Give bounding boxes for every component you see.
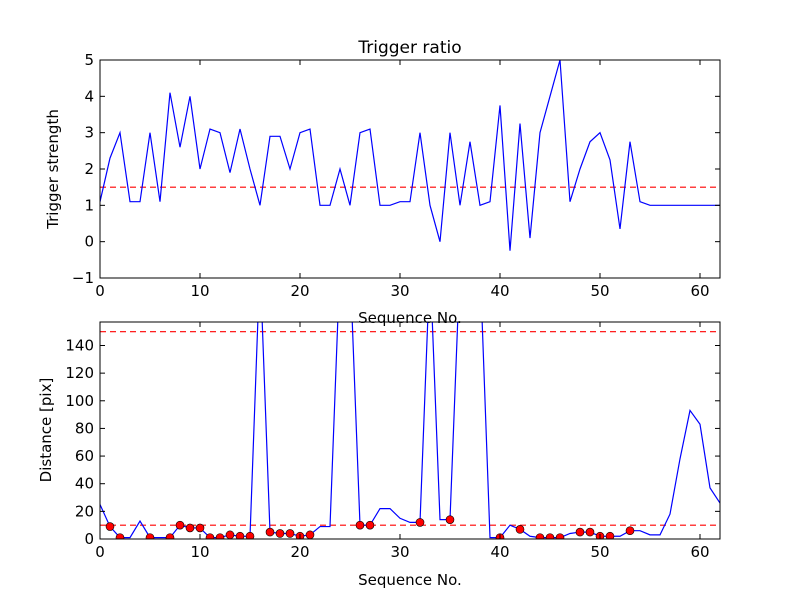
- bottom-marker-14: [285, 529, 295, 538]
- bottom-y-tick-label: 100: [65, 392, 94, 410]
- bottom-marker-18: [365, 520, 375, 530]
- top-y-tick-label: 5: [84, 51, 94, 69]
- top-y-tick-label: −1: [72, 269, 94, 287]
- top-y-tick-label: 1: [84, 196, 94, 214]
- bottom-marker-13: [275, 529, 285, 538]
- bottom-axis-ticks: 0 10 20 30 40 50 60 0 20 40 60 80 100 120 140: [65, 322, 720, 561]
- bottom-marker-20: [445, 515, 455, 524]
- top-series-layer: [100, 60, 720, 251]
- top-x-tick-label: 0: [95, 282, 105, 300]
- bottom-marker-9: [225, 530, 235, 539]
- top-x-tick-label: 30: [390, 282, 409, 300]
- top-series-line: [100, 60, 720, 251]
- bottom-y-tick-label: 120: [65, 364, 94, 382]
- top-x-tick-label: 40: [490, 282, 509, 300]
- bottom-marker-30: [625, 526, 635, 536]
- bottom-marker-4: [175, 520, 185, 530]
- bottom-x-tick-label: 50: [590, 543, 609, 561]
- top-y-axis-label: Trigger strength: [44, 109, 62, 230]
- bottom-marker-22: [515, 525, 525, 534]
- bottom-marker-29: [605, 531, 615, 539]
- bottom-marker-6: [195, 523, 205, 533]
- bottom-marker-19: [415, 518, 425, 527]
- bottom-marker-26: [575, 527, 585, 537]
- top-x-tick-label: 50: [590, 282, 609, 300]
- bottom-y-tick-label: 20: [75, 502, 94, 520]
- bottom-y-axis-label: Distance [pix]: [37, 378, 55, 483]
- top-x-tick-label: 10: [190, 282, 209, 300]
- top-chart-title: Trigger ratio: [357, 38, 461, 58]
- bottom-series-line: [100, 322, 720, 539]
- bottom-x-tick-label: 40: [490, 543, 509, 561]
- bottom-y-tick-label: 80: [75, 419, 94, 437]
- bottom-marker-7: [205, 533, 215, 539]
- bottom-marker-24: [545, 533, 555, 539]
- bottom-y-tick-label: 140: [65, 336, 94, 354]
- bottom-marker-23: [535, 533, 545, 539]
- bottom-x-tick-label: 60: [690, 543, 709, 561]
- top-x-axis-label: Sequence No.: [358, 309, 462, 327]
- bottom-y-tick-label: 60: [75, 447, 94, 465]
- bottom-marker-17: [355, 520, 365, 530]
- bottom-x-tick-label: 10: [190, 543, 209, 561]
- bottom-y-tick-label: 40: [75, 475, 94, 493]
- bottom-y-tick-label: 0: [84, 530, 94, 548]
- bottom-x-tick-label: 20: [290, 543, 309, 561]
- bottom-marker-11: [245, 531, 255, 539]
- bottom-marker-2: [145, 533, 155, 539]
- bottom-marker-16: [305, 530, 315, 539]
- top-x-tick-label: 60: [690, 282, 709, 300]
- bottom-marker-10: [235, 531, 245, 539]
- top-y-tick-label: 3: [84, 124, 94, 142]
- bottom-plot-frame: [99, 321, 721, 540]
- top-y-tick-label: 0: [84, 233, 94, 251]
- bottom-marker-12: [265, 527, 275, 537]
- top-y-tick-label: 4: [84, 87, 94, 105]
- bottom-marker-8: [215, 533, 225, 539]
- bottom-x-axis-label: Sequence No.: [358, 571, 462, 589]
- distance-chart: 0 10 20 30 40 50 60 0 20 40 60 80 100 120 140 Sequence…: [37, 321, 721, 589]
- bottom-marker-1: [115, 533, 125, 539]
- bottom-x-tick-label: 0: [95, 543, 105, 561]
- bottom-x-tick-label: 30: [390, 543, 409, 561]
- bottom-marker-25: [555, 533, 565, 539]
- bottom-marker-0: [105, 522, 115, 531]
- top-x-tick-label: 20: [290, 282, 309, 300]
- top-y-tick-label: 2: [84, 160, 94, 178]
- bottom-marker-5: [185, 523, 195, 533]
- bottom-marker-27: [585, 527, 595, 537]
- bottom-marker-3: [165, 533, 175, 539]
